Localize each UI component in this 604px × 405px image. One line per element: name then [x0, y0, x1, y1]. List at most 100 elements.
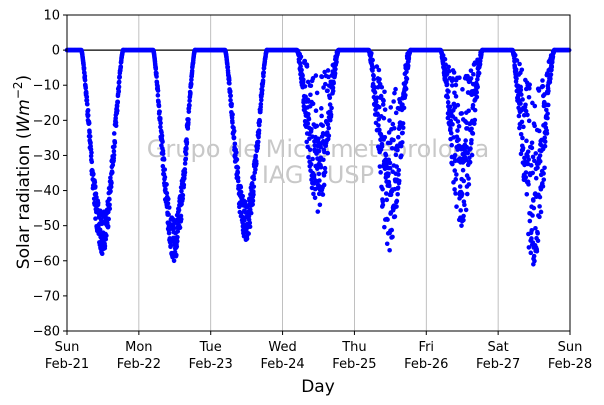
data-point	[234, 150, 239, 155]
data-point	[180, 196, 186, 201]
data-point	[532, 103, 538, 109]
data-point	[327, 117, 333, 123]
data-point	[383, 152, 389, 158]
data-point	[328, 112, 334, 117]
data-point	[264, 47, 270, 53]
data-point	[164, 182, 169, 187]
data-point	[540, 184, 546, 189]
data-point	[454, 172, 459, 177]
data-point	[453, 191, 458, 196]
data-point	[174, 244, 180, 249]
data-point	[329, 105, 334, 111]
data-point	[374, 64, 380, 69]
data-point	[514, 58, 520, 63]
data-point	[87, 129, 92, 135]
data-point	[238, 185, 244, 190]
data-point	[164, 190, 170, 196]
data-point	[154, 74, 159, 79]
data-point	[182, 161, 188, 166]
data-point	[243, 237, 249, 243]
data-point	[394, 198, 400, 204]
data-point	[396, 167, 402, 173]
data-point	[373, 99, 379, 105]
data-point	[446, 64, 451, 70]
data-point	[385, 217, 390, 222]
data-point	[85, 101, 90, 107]
data-point	[382, 134, 388, 140]
data-point	[99, 251, 105, 257]
data-point	[517, 125, 522, 131]
data-point	[87, 134, 93, 139]
data-point	[231, 128, 237, 134]
data-point	[480, 47, 485, 53]
data-point	[445, 100, 451, 105]
data-point	[105, 223, 111, 229]
data-point	[535, 238, 541, 244]
data-point	[325, 88, 330, 94]
y-tick-label: −60	[33, 254, 60, 269]
data-point	[302, 58, 308, 64]
data-point	[450, 122, 455, 127]
data-point	[546, 88, 551, 94]
data-point	[530, 154, 536, 160]
data-point	[401, 105, 407, 111]
data-point	[108, 175, 113, 181]
data-point	[235, 165, 241, 170]
data-point	[189, 68, 195, 74]
data-point	[155, 93, 161, 98]
data-point	[446, 68, 452, 74]
data-point	[92, 179, 98, 185]
data-point	[91, 171, 96, 177]
data-point	[166, 230, 172, 236]
data-point	[387, 160, 393, 166]
data-point	[520, 135, 525, 141]
data-point	[330, 88, 336, 94]
data-point	[529, 227, 535, 233]
data-point	[303, 94, 308, 100]
data-point	[95, 200, 101, 206]
data-point	[251, 184, 257, 189]
x-tick-day-label: Sun	[55, 340, 80, 355]
data-point	[523, 102, 528, 108]
data-point	[298, 54, 304, 60]
data-point	[538, 209, 544, 215]
data-point	[526, 118, 532, 124]
data-point	[115, 99, 121, 105]
data-point	[168, 243, 173, 248]
data-point	[456, 137, 461, 142]
data-point	[251, 176, 257, 182]
data-point	[459, 111, 465, 116]
data-point	[230, 112, 235, 117]
data-point	[259, 97, 264, 103]
data-point	[183, 151, 189, 157]
data-point	[229, 101, 234, 107]
data-point	[380, 186, 385, 192]
data-point	[526, 94, 532, 100]
data-point	[516, 113, 522, 119]
data-point	[457, 184, 463, 189]
y-axis-title: Solar radiation (Wm−2)	[11, 75, 34, 269]
data-point	[519, 92, 524, 97]
data-point	[542, 139, 548, 144]
data-point	[318, 164, 324, 170]
data-point	[395, 191, 400, 197]
data-point	[376, 67, 382, 73]
data-point	[258, 101, 264, 107]
data-point	[253, 167, 258, 172]
data-point	[512, 53, 518, 58]
data-point	[459, 223, 464, 228]
data-point	[390, 234, 395, 240]
data-point	[183, 156, 189, 162]
data-point	[475, 77, 480, 82]
data-point	[514, 76, 519, 81]
data-point	[318, 144, 323, 150]
data-point	[106, 216, 111, 222]
data-point	[533, 151, 539, 156]
data-point	[534, 249, 540, 254]
data-point	[384, 197, 390, 203]
data-point	[531, 205, 537, 211]
data-point	[540, 78, 545, 83]
data-point	[384, 241, 390, 247]
data-point	[476, 70, 482, 76]
data-point	[463, 207, 469, 213]
